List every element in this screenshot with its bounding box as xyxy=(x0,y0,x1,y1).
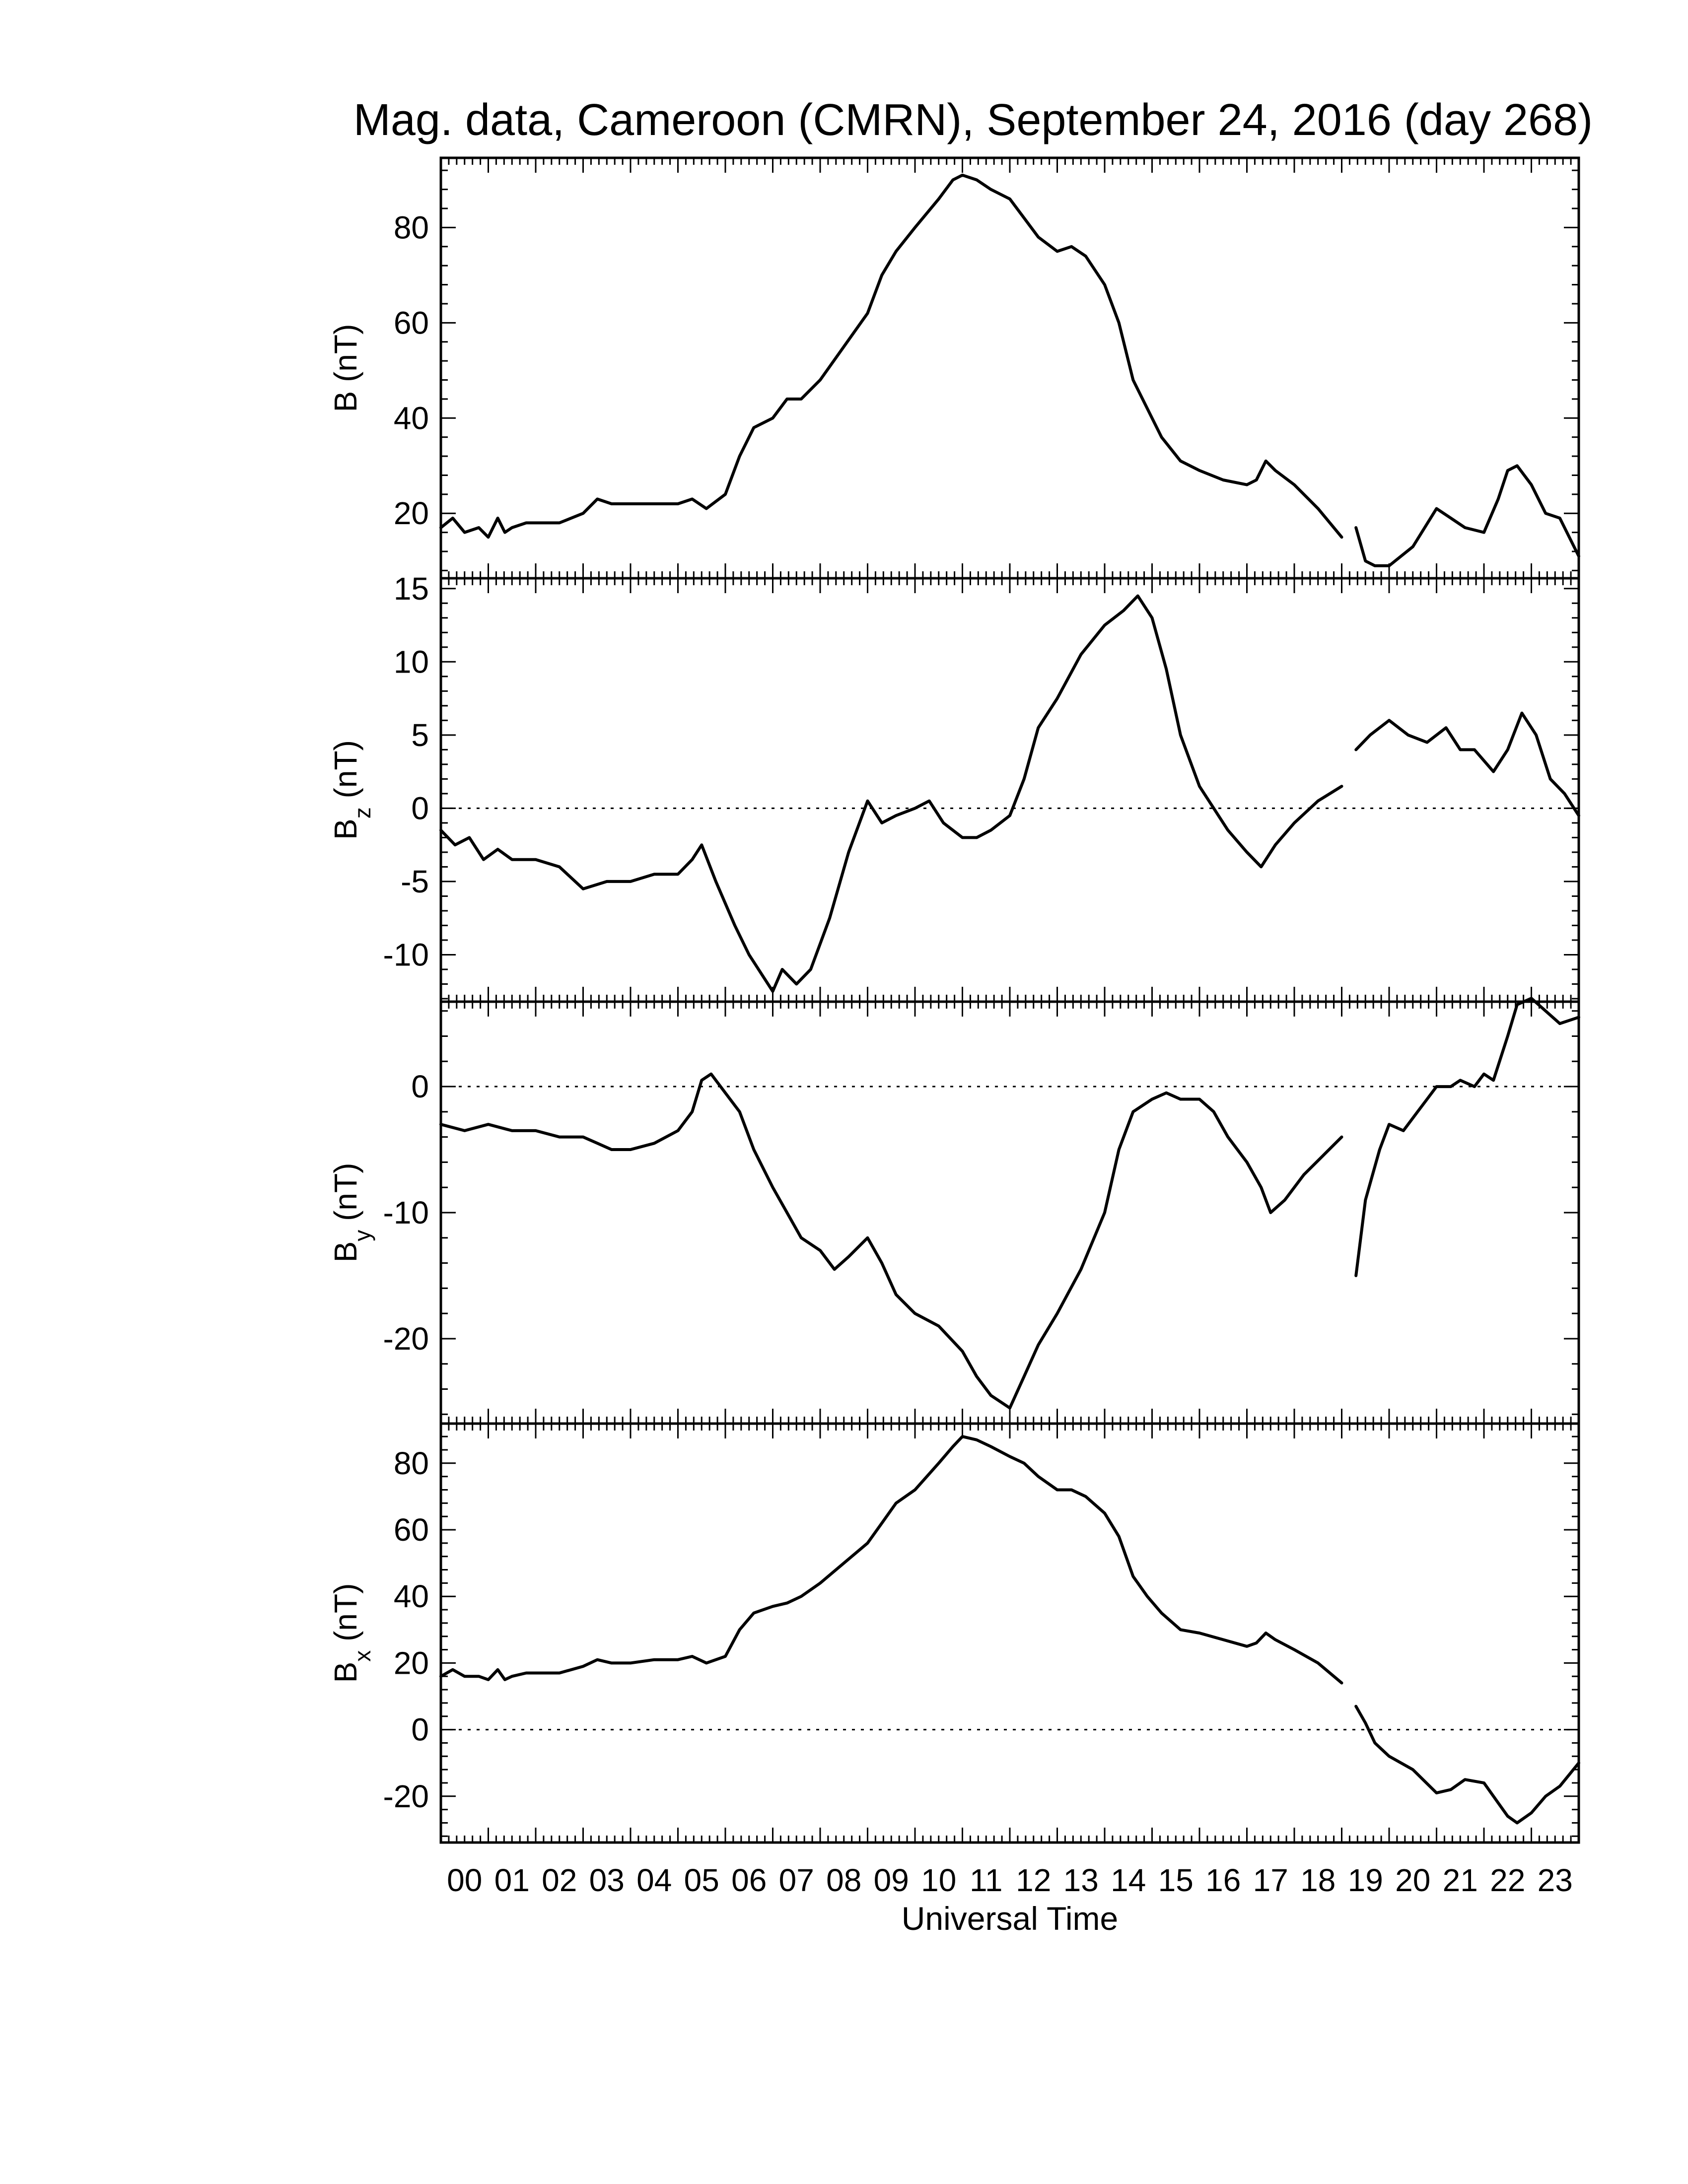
x-tick-label: 22 xyxy=(1490,1862,1525,1898)
x-tick-label: 01 xyxy=(494,1862,530,1898)
y-tick-label: -20 xyxy=(383,1321,429,1357)
x-tick-label: 07 xyxy=(779,1862,814,1898)
y-tick-label: 5 xyxy=(411,717,429,753)
trace-segment-2 xyxy=(1354,997,1580,1277)
y-tick-label: 0 xyxy=(411,1712,429,1748)
x-tick-label: 13 xyxy=(1063,1862,1099,1898)
x-tick-label: 18 xyxy=(1300,1862,1336,1898)
y-tick-label: 0 xyxy=(411,790,429,826)
x-tick-label: 00 xyxy=(447,1862,482,1898)
y-tick-label: 0 xyxy=(411,1069,429,1104)
y-tick-label: 60 xyxy=(394,1512,429,1548)
y-tick-label: 60 xyxy=(394,305,429,341)
x-tick-labels: 00 01 02 03 04 05 06 07 08 09 10 11 12 13 14 15 16 17 18 19… xyxy=(447,1862,1573,1898)
x-tick-label: 05 xyxy=(684,1862,719,1898)
y-axis-label: Bx (nT) xyxy=(328,1583,375,1683)
y-axis-label: By (nT) xyxy=(328,1163,375,1263)
panel-1: 20 40 60 80 B (nT) xyxy=(328,156,1580,580)
trace-segment-2 xyxy=(1354,1705,1580,1825)
y-tick-label: 20 xyxy=(394,1645,429,1681)
panel-frame xyxy=(439,1000,1580,1425)
x-tick-label: 11 xyxy=(970,1862,1002,1898)
x-tick-label: 14 xyxy=(1111,1862,1146,1898)
x-tick-label: 12 xyxy=(1016,1862,1051,1898)
y-tick-label: 40 xyxy=(394,1578,429,1614)
trace-segment-2 xyxy=(1354,464,1580,567)
x-tick-label: 16 xyxy=(1205,1862,1241,1898)
y-axis-label: Bz (nT) xyxy=(328,740,375,840)
trace-segment-1 xyxy=(439,1072,1343,1410)
panel-4: -20 0 20 40 60 80 Bx (nT) xyxy=(328,1422,1580,1844)
y-tick-label: -5 xyxy=(401,864,429,899)
x-tick-label: 20 xyxy=(1395,1862,1430,1898)
y-tick-label: -10 xyxy=(383,1195,429,1230)
y-tick-label: -10 xyxy=(383,937,429,972)
x-tick-label: 09 xyxy=(874,1862,909,1898)
y-tick-label: 40 xyxy=(394,400,429,436)
y-tick-label: 80 xyxy=(394,209,429,245)
x-tick-label: 19 xyxy=(1348,1862,1383,1898)
y-axis-label: B (nT) xyxy=(328,324,363,412)
trace-segment-1 xyxy=(439,1435,1343,1685)
panel-frame xyxy=(439,577,1580,1003)
x-tick-label: 21 xyxy=(1443,1862,1478,1898)
trace-segment-1 xyxy=(439,173,1343,539)
y-tick-label: 15 xyxy=(394,571,429,607)
x-tick-label: 15 xyxy=(1158,1862,1194,1898)
x-tick-label: 08 xyxy=(826,1862,861,1898)
y-tick-label: 80 xyxy=(394,1445,429,1481)
trace-segment-2 xyxy=(1354,711,1580,818)
x-tick-label: 02 xyxy=(542,1862,577,1898)
panel-frame xyxy=(439,1422,1580,1844)
x-tick-label: 17 xyxy=(1253,1862,1288,1898)
panel-2: -10 -5 0 5 10 15 Bz (nT) xyxy=(328,571,1580,1003)
trace-segment-1 xyxy=(439,594,1343,993)
y-tick-label: 10 xyxy=(394,644,429,680)
chart-title: Mag. data, Cameroon (CMRN), September 24… xyxy=(353,95,1593,145)
x-tick-label: 23 xyxy=(1538,1862,1573,1898)
panel-frame xyxy=(439,156,1580,580)
x-axis-label: Universal Time xyxy=(902,1900,1118,1937)
x-tick-label: 03 xyxy=(589,1862,625,1898)
x-tick-label: 06 xyxy=(731,1862,767,1898)
x-tick-label: 10 xyxy=(921,1862,956,1898)
y-tick-label: 20 xyxy=(394,495,429,531)
x-tick-label: 04 xyxy=(636,1862,672,1898)
y-tick-label: -20 xyxy=(383,1778,429,1814)
panel-3: -20 -10 0 By (nT) xyxy=(328,997,1580,1425)
